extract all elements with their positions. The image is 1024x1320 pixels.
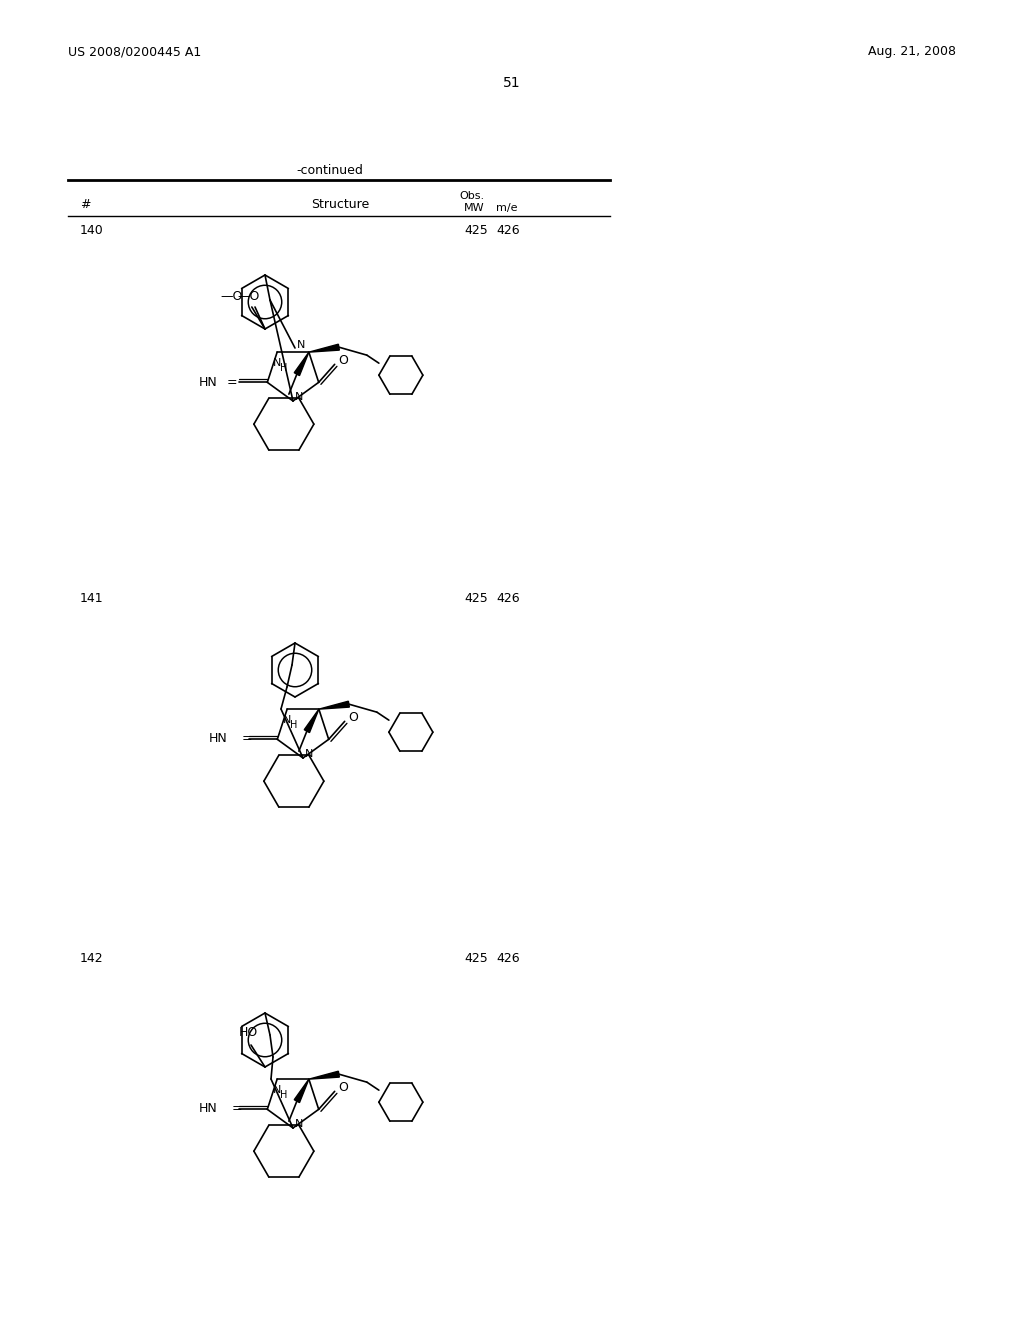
Text: O: O (339, 1081, 348, 1094)
Text: MW: MW (464, 203, 484, 213)
Polygon shape (309, 345, 339, 352)
Text: N: N (273, 358, 282, 368)
Text: —O: —O (238, 289, 260, 302)
Polygon shape (309, 1072, 339, 1080)
Text: N: N (295, 392, 303, 403)
Text: O: O (349, 711, 358, 723)
Text: H: H (281, 1090, 288, 1100)
Text: —O: —O (220, 289, 243, 302)
Text: N: N (297, 341, 305, 350)
Text: =: = (242, 731, 253, 744)
Text: Structure: Structure (311, 198, 369, 210)
Text: H: H (291, 721, 298, 730)
Text: 426: 426 (496, 952, 519, 965)
Text: 425: 425 (464, 591, 487, 605)
Text: H: H (281, 363, 288, 374)
Text: 426: 426 (496, 591, 519, 605)
Polygon shape (318, 701, 349, 709)
Text: #: # (80, 198, 90, 210)
Text: m/e: m/e (496, 203, 517, 213)
Text: N: N (273, 1085, 282, 1096)
Text: 426: 426 (496, 223, 519, 236)
Text: N: N (295, 1119, 303, 1129)
Text: HN: HN (199, 1102, 217, 1115)
Text: US 2008/0200445 A1: US 2008/0200445 A1 (68, 45, 202, 58)
Text: 51: 51 (503, 77, 521, 90)
Polygon shape (304, 709, 318, 733)
Text: O: O (339, 354, 348, 367)
Text: =: = (227, 376, 238, 389)
Text: 142: 142 (80, 952, 103, 965)
Polygon shape (294, 1080, 309, 1102)
Text: -continued: -continued (297, 164, 364, 177)
Text: 425: 425 (464, 952, 487, 965)
Text: HN: HN (199, 376, 217, 389)
Polygon shape (294, 352, 309, 376)
Text: =: = (232, 1102, 243, 1115)
Text: N: N (283, 715, 291, 725)
Text: HN: HN (209, 731, 227, 744)
Text: Obs.: Obs. (460, 191, 484, 201)
Text: Aug. 21, 2008: Aug. 21, 2008 (868, 45, 956, 58)
Text: 141: 141 (80, 591, 103, 605)
Text: N: N (305, 748, 313, 759)
Text: HO: HO (239, 1027, 258, 1040)
Text: 425: 425 (464, 223, 487, 236)
Text: 140: 140 (80, 223, 103, 236)
